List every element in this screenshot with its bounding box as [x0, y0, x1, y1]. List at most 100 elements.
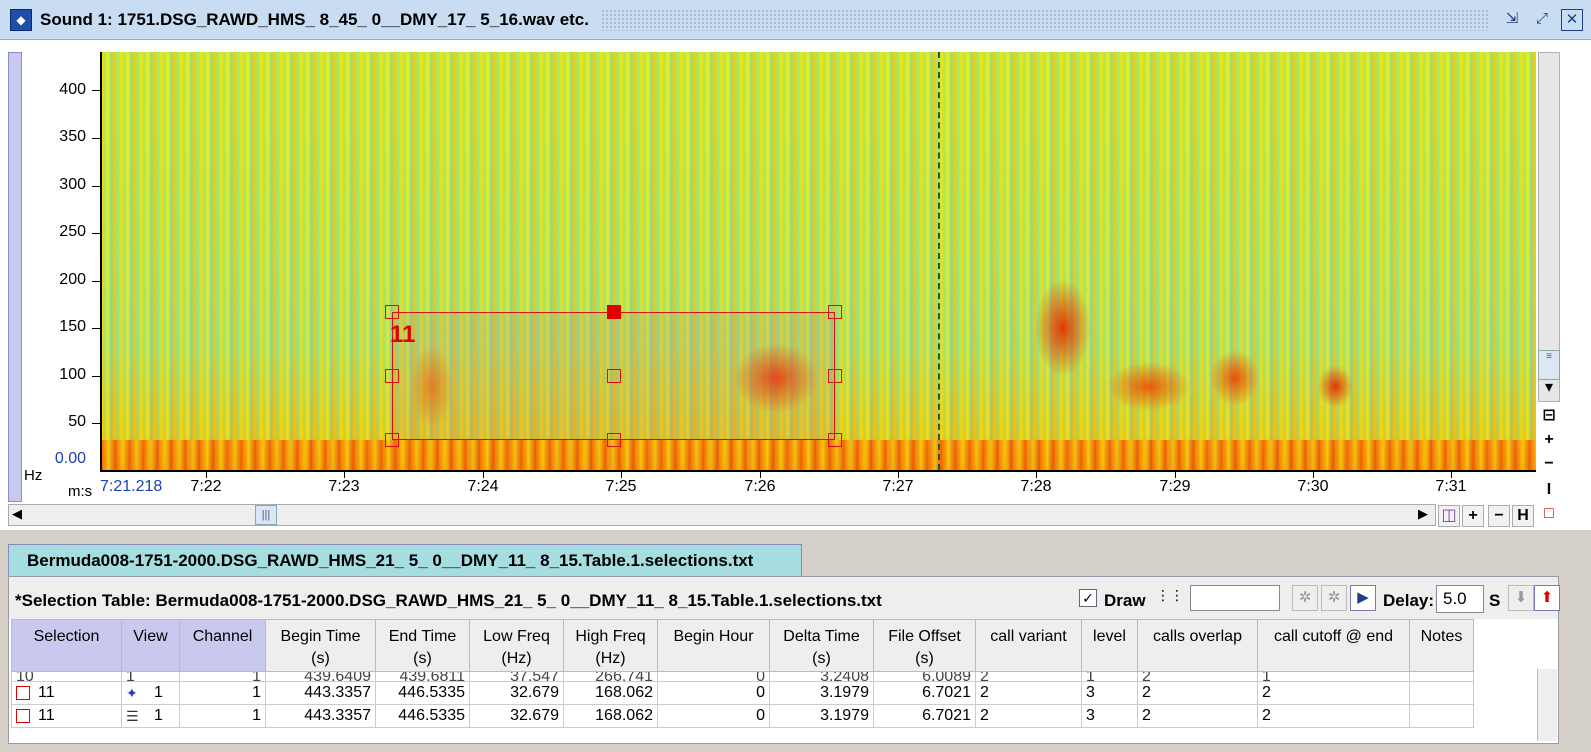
zoom-in-horizontal-icon[interactable]: + — [1462, 505, 1484, 527]
playback-cursor-line[interactable] — [938, 52, 940, 470]
y-tick-label: 400 — [59, 81, 86, 98]
cell: 1 — [1081, 671, 1138, 682]
zoom-in-vertical-icon[interactable]: + — [1544, 431, 1554, 448]
column-header[interactable]: call variant — [975, 619, 1082, 672]
selection-table-pane: *Selection Table: Bermuda008-1751-2000.D… — [8, 576, 1560, 744]
cell-channel: 1 — [179, 704, 266, 728]
selection-handle[interactable] — [607, 369, 621, 383]
cell-call-cutoff[interactable]: 2 — [1257, 681, 1410, 705]
move-up-icon[interactable]: ⬆ — [1534, 585, 1560, 611]
cell-calls-overlap[interactable]: 2 — [1137, 704, 1258, 728]
x-tick-label: 7:29 — [1159, 478, 1191, 495]
selection-handle[interactable] — [828, 433, 842, 447]
column-header[interactable]: Delta Time (s) — [769, 619, 874, 672]
vertical-scrollbar[interactable] — [1538, 52, 1560, 402]
maximize-icon[interactable]: ⤢ — [1535, 9, 1548, 27]
minimize-icon[interactable]: ⇲ — [1505, 9, 1519, 27]
selection-handle[interactable] — [828, 305, 842, 319]
move-down-icon[interactable]: ⬇ — [1508, 585, 1534, 611]
close-icon[interactable]: ✕ — [1561, 8, 1583, 31]
gear-dim-icon[interactable]: ✲ — [1321, 585, 1347, 611]
y-tick — [92, 376, 100, 377]
column-options-icon[interactable]: ⋮⋮ — [1156, 587, 1184, 603]
column-header[interactable]: level — [1081, 619, 1138, 672]
selection-table: Selection View Channel Begin Time (s) End… — [11, 619, 1474, 728]
vertical-scroll-thumb[interactable]: ≡ — [1538, 350, 1560, 380]
window-titlebar: ◆ Sound 1: 1751.DSG_RAWD_HMS_ 8_45_ 0__D… — [0, 0, 1591, 40]
cell: 439.6811 — [375, 671, 470, 682]
y-tick — [92, 233, 100, 234]
pane-splitter[interactable] — [0, 530, 1591, 542]
selection-handle[interactable] — [385, 305, 399, 319]
selection-handle-active[interactable] — [607, 305, 621, 319]
fit-vertical-icon[interactable]: ⊟ — [1542, 407, 1556, 424]
play-selection-icon[interactable]: ▶ — [1350, 585, 1376, 611]
column-header[interactable]: Begin Time (s) — [265, 619, 376, 672]
y-tick-label: 300 — [59, 176, 86, 193]
selection-handle[interactable] — [828, 369, 842, 383]
table-vertical-scrollbar[interactable] — [1537, 669, 1557, 741]
scroll-right-arrow-icon[interactable]: ▶ — [1418, 506, 1428, 521]
zoom-out-horizontal-icon[interactable]: − — [1488, 505, 1510, 527]
delay-input[interactable]: 5.0 — [1436, 585, 1484, 613]
view-selector-strip[interactable] — [8, 52, 22, 502]
table-row[interactable]: 11 ☰ 1 1 443.3357 446.5335 32.679 168.062… — [11, 704, 1474, 728]
tab-selection-table[interactable]: Bermuda008-1751-2000.DSG_RAWD_HMS_21_ 5_… — [8, 544, 802, 576]
cell-selection: 11 — [11, 681, 122, 705]
cell-call-variant[interactable]: 2 — [975, 704, 1082, 728]
zoom-out-vertical-icon[interactable]: − — [1544, 455, 1554, 472]
cell: 439.6409 — [265, 671, 376, 682]
table-row-partial[interactable]: 10 1 1 439.6409 439.6811 37.547 266.741 … — [11, 671, 1474, 682]
cell-low-freq: 32.679 — [469, 681, 564, 705]
selection-handle[interactable] — [385, 433, 399, 447]
cell-notes[interactable] — [1409, 681, 1474, 705]
zoom-selection-box-icon[interactable]: □ — [1544, 505, 1554, 522]
cell: 10 — [11, 671, 122, 682]
column-header[interactable]: File Offset (s) — [873, 619, 976, 672]
cell-calls-overlap[interactable]: 2 — [1137, 681, 1258, 705]
x-tick — [483, 472, 484, 478]
cell-channel: 1 — [179, 681, 266, 705]
scroll-left-arrow-icon[interactable]: ◀ — [12, 506, 22, 521]
zoom-to-selection-horizontal-icon[interactable]: H — [1512, 505, 1534, 527]
gear-icon[interactable]: ✲ — [1292, 585, 1318, 611]
horizontal-scrollbar[interactable] — [8, 504, 1436, 526]
cell-level[interactable]: 3 — [1081, 704, 1138, 728]
table-header-row: Selection View Channel Begin Time (s) End… — [11, 619, 1474, 672]
column-header[interactable]: View — [121, 619, 180, 672]
column-header[interactable]: Low Freq (Hz) — [469, 619, 564, 672]
column-header[interactable]: call cutoff @ end — [1257, 619, 1410, 672]
window-title: Sound 1: 1751.DSG_RAWD_HMS_ 8_45_ 0__DMY… — [40, 9, 589, 29]
x-tick-label: 7:28 — [1020, 478, 1052, 495]
fit-horizontal-icon[interactable]: ◫ — [1438, 505, 1460, 527]
spectrogram-view[interactable] — [100, 52, 1536, 472]
column-header[interactable]: Selection — [11, 619, 122, 672]
column-header[interactable]: End Time (s) — [375, 619, 470, 672]
column-header[interactable]: Notes — [1409, 619, 1474, 672]
horizontal-scroll-thumb[interactable]: ||| — [255, 505, 277, 525]
find-input[interactable] — [1190, 585, 1280, 611]
selection-handle[interactable] — [607, 433, 621, 447]
cell-low-freq: 32.679 — [469, 704, 564, 728]
x-tick — [898, 472, 899, 478]
zoom-to-selection-vertical-icon[interactable]: I — [1546, 481, 1552, 498]
y-tick — [92, 186, 100, 187]
x-tick-label: 7:26 — [744, 478, 776, 495]
x-tick-label: 7:22 — [190, 478, 222, 495]
selection-handle[interactable] — [385, 369, 399, 383]
y-tick-label: 350 — [59, 128, 86, 145]
cell-file-offset: 6.7021 — [873, 704, 976, 728]
column-header[interactable]: Channel — [179, 619, 266, 672]
cell-call-cutoff[interactable]: 2 — [1257, 704, 1410, 728]
draw-checkbox[interactable]: ✓ — [1079, 589, 1097, 607]
column-header[interactable]: Begin Hour — [657, 619, 770, 672]
selection-box[interactable] — [392, 312, 835, 440]
cell-call-variant[interactable]: 2 — [975, 681, 1082, 705]
column-header[interactable]: High Freq (Hz) — [563, 619, 658, 672]
scroll-down-arrow-icon[interactable]: ▾ — [1544, 379, 1554, 396]
cell-notes[interactable] — [1409, 704, 1474, 728]
delay-label: Delay: — [1383, 591, 1435, 610]
column-header[interactable]: calls overlap — [1137, 619, 1258, 672]
table-row[interactable]: 11 ✦ 1 1 443.3357 446.5335 32.679 168.062… — [11, 681, 1474, 705]
cell-level[interactable]: 3 — [1081, 681, 1138, 705]
